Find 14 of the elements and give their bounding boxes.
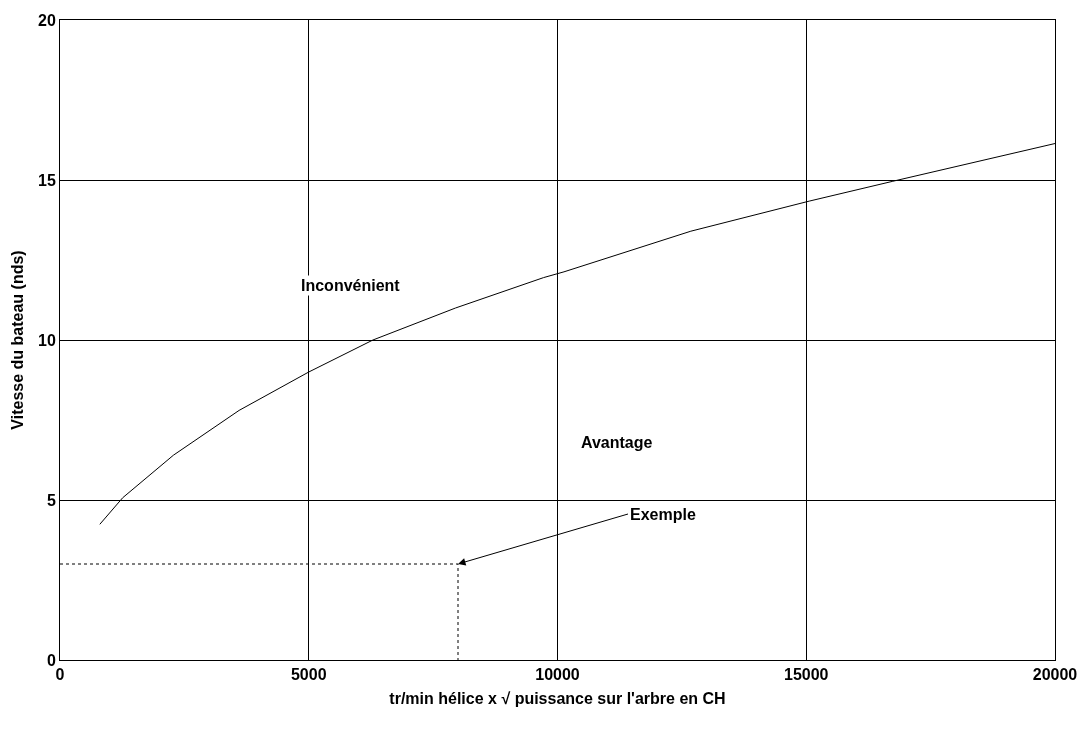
y-tick-label: 5 xyxy=(46,491,56,509)
y-tick-label: 20 xyxy=(38,11,56,29)
annotation: Exemple xyxy=(630,506,696,523)
x-tick-label: 5000 xyxy=(290,666,327,684)
annotation: Avantage xyxy=(581,434,653,451)
y-tick-label: 10 xyxy=(38,331,56,349)
x-axis-title: tr/min hélice x √ puissance sur l'arbre en CH xyxy=(389,689,726,707)
x-tick-label: 10000 xyxy=(535,666,580,684)
y-axis-title: Vitesse du bateau (nds) xyxy=(8,250,26,430)
y-tick-label: 0 xyxy=(46,651,56,669)
annotation: Inconvénient xyxy=(301,277,401,294)
x-tick-label: 20000 xyxy=(1032,666,1078,684)
y-tick-label: 15 xyxy=(38,171,56,189)
x-tick-label: 15000 xyxy=(784,666,829,684)
